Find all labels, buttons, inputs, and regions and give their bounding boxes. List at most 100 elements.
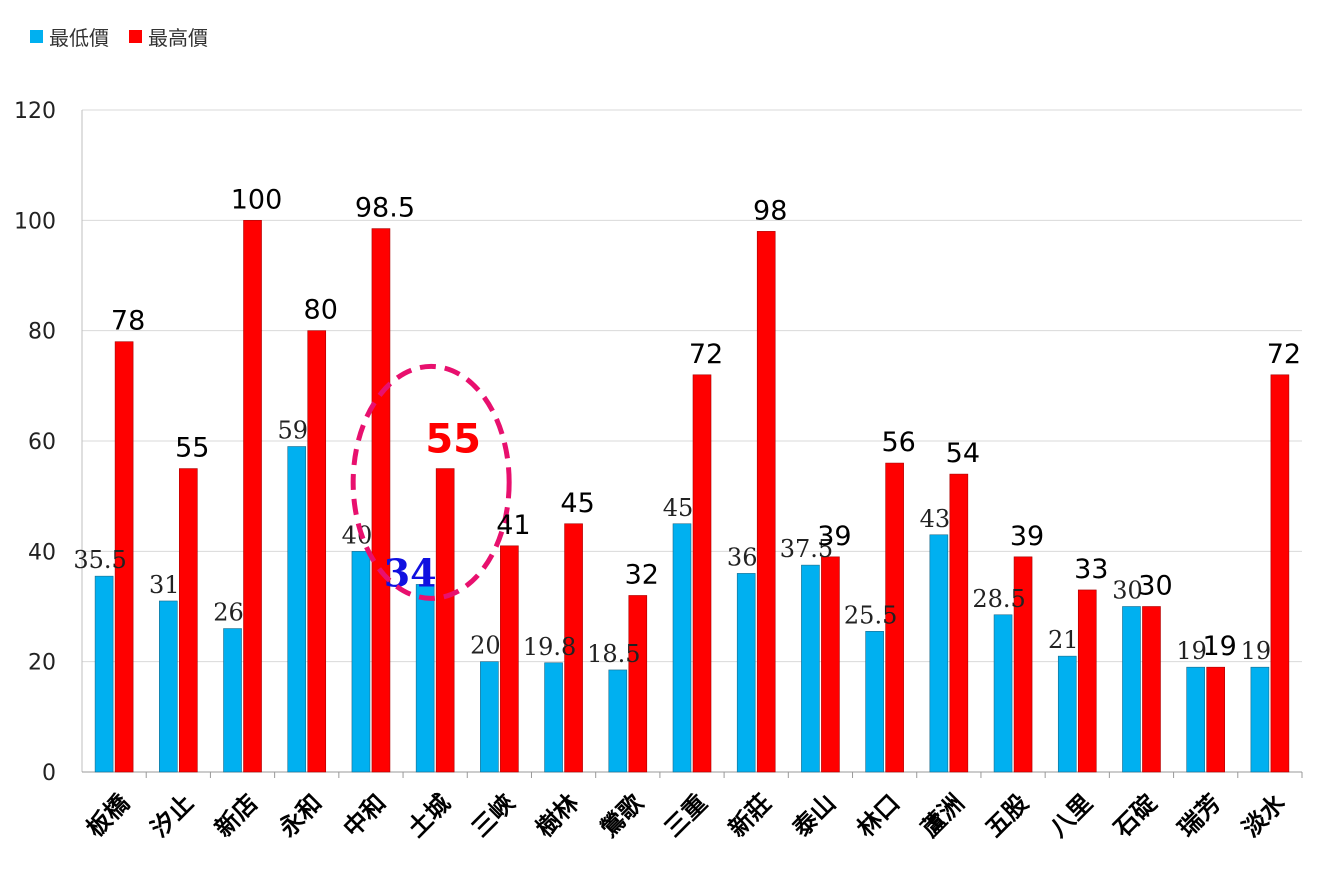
data-label-max: 98.5	[355, 193, 415, 224]
data-label-min: 19	[1176, 637, 1207, 665]
data-label-min: 37.5	[780, 535, 833, 563]
data-label-min: 26	[213, 599, 244, 627]
bar-max	[564, 523, 583, 773]
bar-max	[243, 220, 262, 773]
x-tick-label: 三重	[659, 789, 713, 843]
legend-swatch-max	[129, 30, 142, 43]
x-tick-label: 土城	[402, 789, 456, 843]
bar-min	[1122, 606, 1141, 773]
bar-min	[480, 661, 499, 773]
data-label-min: 19.8	[523, 633, 576, 661]
x-tick-label: 新莊	[723, 789, 777, 843]
data-label-max: 54	[946, 438, 980, 469]
data-label-max: 100	[231, 184, 283, 215]
bar-min	[993, 614, 1013, 773]
data-label-min: 36	[727, 543, 758, 571]
bar-max	[500, 545, 519, 773]
x-tick-label: 汐止	[145, 789, 199, 843]
x-tick-label: 瑞芳	[1173, 789, 1227, 843]
bar-min	[1186, 666, 1205, 773]
bar-min	[159, 600, 178, 773]
legend: 最低價 最高價	[30, 22, 208, 51]
bar-min	[672, 523, 692, 773]
data-label-min: 18.5	[587, 640, 640, 668]
data-label-max: 33	[1074, 554, 1108, 585]
data-label-max: 72	[689, 339, 723, 370]
data-label-max: 80	[304, 295, 338, 326]
bar-max	[1142, 606, 1161, 773]
data-label-max: 98	[753, 195, 787, 226]
bar-max	[756, 231, 776, 773]
y-tick-label: 0	[42, 761, 56, 786]
x-tick-label: 淡水	[1237, 788, 1291, 842]
x-tick-label: 石碇	[1108, 789, 1162, 843]
data-label-min: 28.5	[972, 585, 1025, 613]
bar-min	[223, 628, 242, 773]
bar-max	[1270, 374, 1290, 773]
data-label-max: 19	[1203, 631, 1237, 662]
data-label-min: 20	[470, 632, 501, 660]
x-tick-label: 中和	[338, 789, 392, 843]
bar-max	[179, 468, 198, 773]
y-tick-label: 120	[14, 99, 56, 124]
data-label-max: 78	[111, 306, 145, 337]
x-tick-label: 三峽	[466, 788, 520, 842]
y-tick-label: 40	[28, 540, 56, 565]
data-label-max: 56	[881, 427, 915, 458]
bar-max	[1013, 556, 1033, 773]
bar-min	[865, 631, 884, 773]
bar-min	[415, 584, 435, 773]
data-label-min: 35.5	[73, 546, 126, 574]
data-label-max: 55	[425, 417, 481, 463]
x-tick-label: 八里	[1044, 789, 1098, 843]
bar-min	[1057, 655, 1077, 773]
highlight-ellipse	[350, 363, 512, 601]
data-label-max: 30	[1138, 571, 1172, 602]
data-label-min: 34	[384, 550, 437, 595]
x-tick-label: 新店	[209, 789, 263, 843]
data-label-min: 19	[1241, 637, 1272, 665]
data-label-max: 41	[496, 510, 530, 541]
x-tick-label: 五股	[980, 789, 1034, 843]
data-label-max: 39	[817, 521, 851, 552]
bar-min	[801, 564, 820, 773]
bar-min	[544, 662, 563, 773]
bar-max	[692, 374, 712, 773]
data-label-min: 25.5	[844, 601, 897, 629]
bar-max	[949, 473, 969, 773]
bar-max	[371, 228, 391, 773]
data-label-min: 31	[149, 571, 180, 599]
data-label-max: 32	[625, 559, 659, 590]
bar-min	[929, 534, 949, 773]
data-label-max: 55	[175, 433, 209, 464]
bar-min	[94, 575, 114, 773]
x-tick-label: 永和	[274, 789, 328, 843]
y-tick-label: 60	[28, 430, 56, 455]
data-label-min: 59	[277, 417, 308, 445]
x-tick-label: 林口	[852, 789, 906, 843]
data-label-max: 45	[560, 488, 594, 519]
legend-label-max: 最高價	[148, 26, 208, 50]
x-tick-label: 鶯歌	[595, 788, 649, 842]
bar-min	[287, 446, 307, 773]
bar-max	[435, 468, 455, 773]
data-label-min: 21	[1048, 626, 1079, 654]
bar-min	[736, 573, 756, 773]
x-tick-label: 樹林	[531, 789, 585, 843]
bar-max	[1077, 589, 1097, 773]
bar-max	[885, 462, 904, 773]
y-tick-label: 80	[28, 320, 56, 345]
bar-min	[1250, 666, 1270, 773]
bar-max	[307, 330, 327, 773]
x-tick-label: 蘆洲	[916, 789, 970, 843]
data-label-max: 39	[1010, 521, 1044, 552]
data-label-min: 30	[1112, 577, 1143, 605]
legend-item-max: 最高價	[129, 22, 208, 51]
legend-swatch-min	[30, 30, 43, 43]
y-tick-label: 20	[28, 651, 56, 676]
bar-min	[351, 551, 371, 773]
x-tick-label: 板橋	[81, 788, 135, 842]
bar-max	[628, 595, 648, 773]
data-label-max: 72	[1267, 339, 1301, 370]
